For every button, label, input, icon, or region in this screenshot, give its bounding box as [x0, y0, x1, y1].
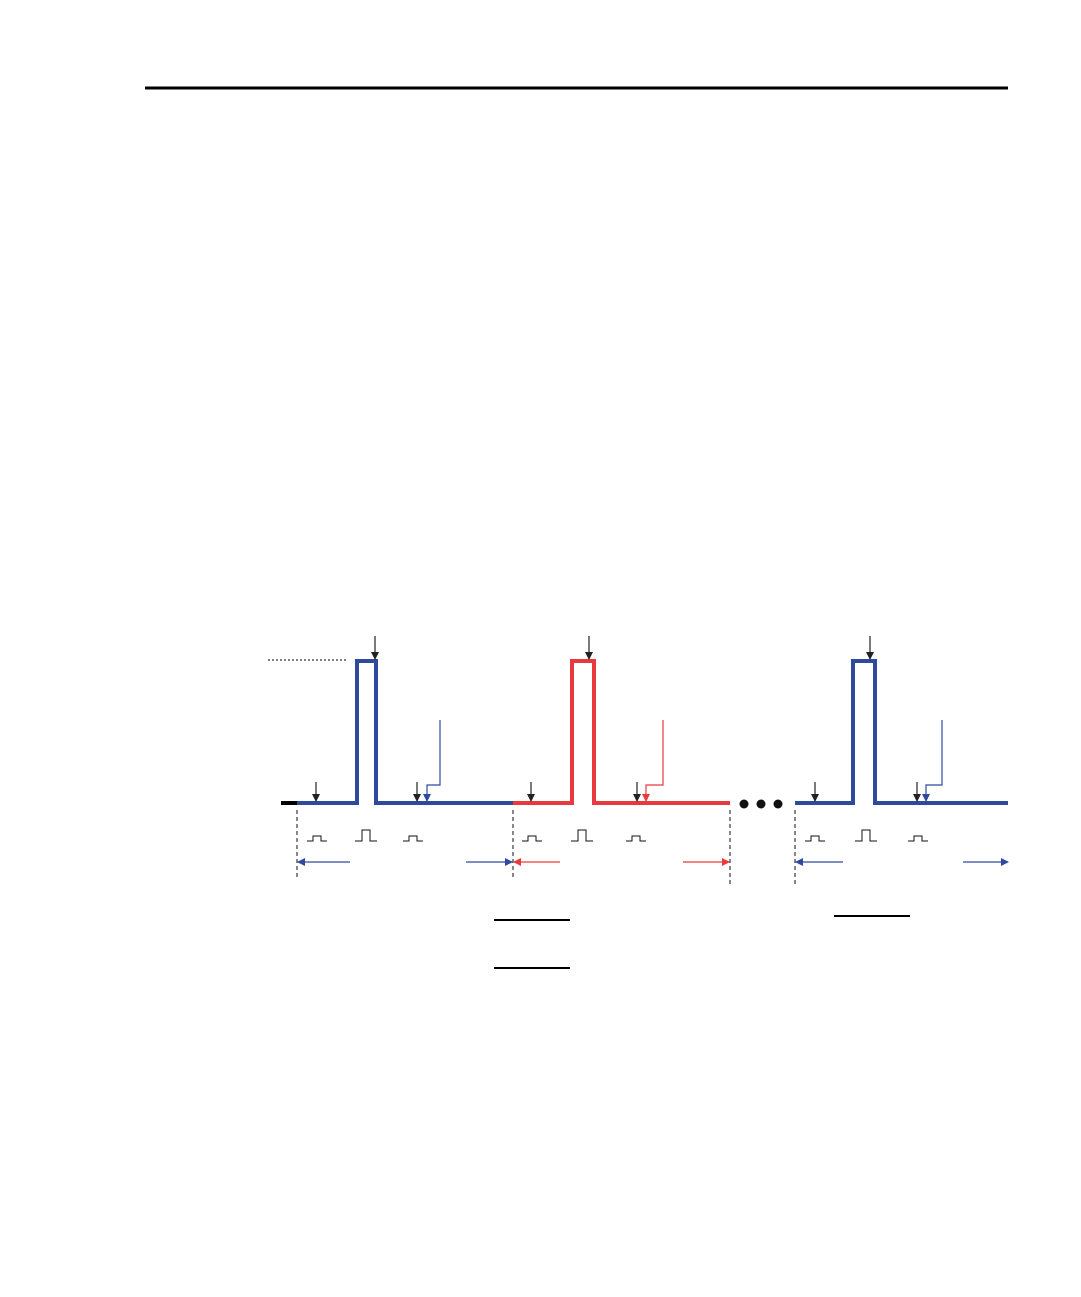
dot	[739, 799, 749, 809]
waveform-frame-1	[297, 659, 513, 805]
small-pulse	[805, 835, 825, 842]
bent-arrow	[423, 720, 441, 802]
bent-arrow	[642, 720, 664, 802]
small-pulse	[626, 835, 646, 842]
frame-boundaries	[296, 810, 796, 884]
large-pulse	[571, 829, 593, 842]
small-pulse	[522, 835, 542, 842]
underlines	[494, 915, 910, 969]
small-pulse	[908, 835, 928, 842]
black-arrows	[312, 636, 921, 802]
large-pulse	[855, 829, 877, 842]
small-pulse	[307, 835, 327, 842]
waveform-frame-3	[795, 659, 1008, 805]
dot	[756, 799, 766, 809]
pulse-icons	[307, 829, 928, 842]
large-pulse	[355, 829, 377, 842]
dot	[773, 799, 783, 809]
ellipsis	[739, 799, 783, 809]
small-pulse	[403, 835, 423, 842]
bent-arrow	[922, 720, 943, 802]
waveform-frame-2	[513, 659, 730, 805]
